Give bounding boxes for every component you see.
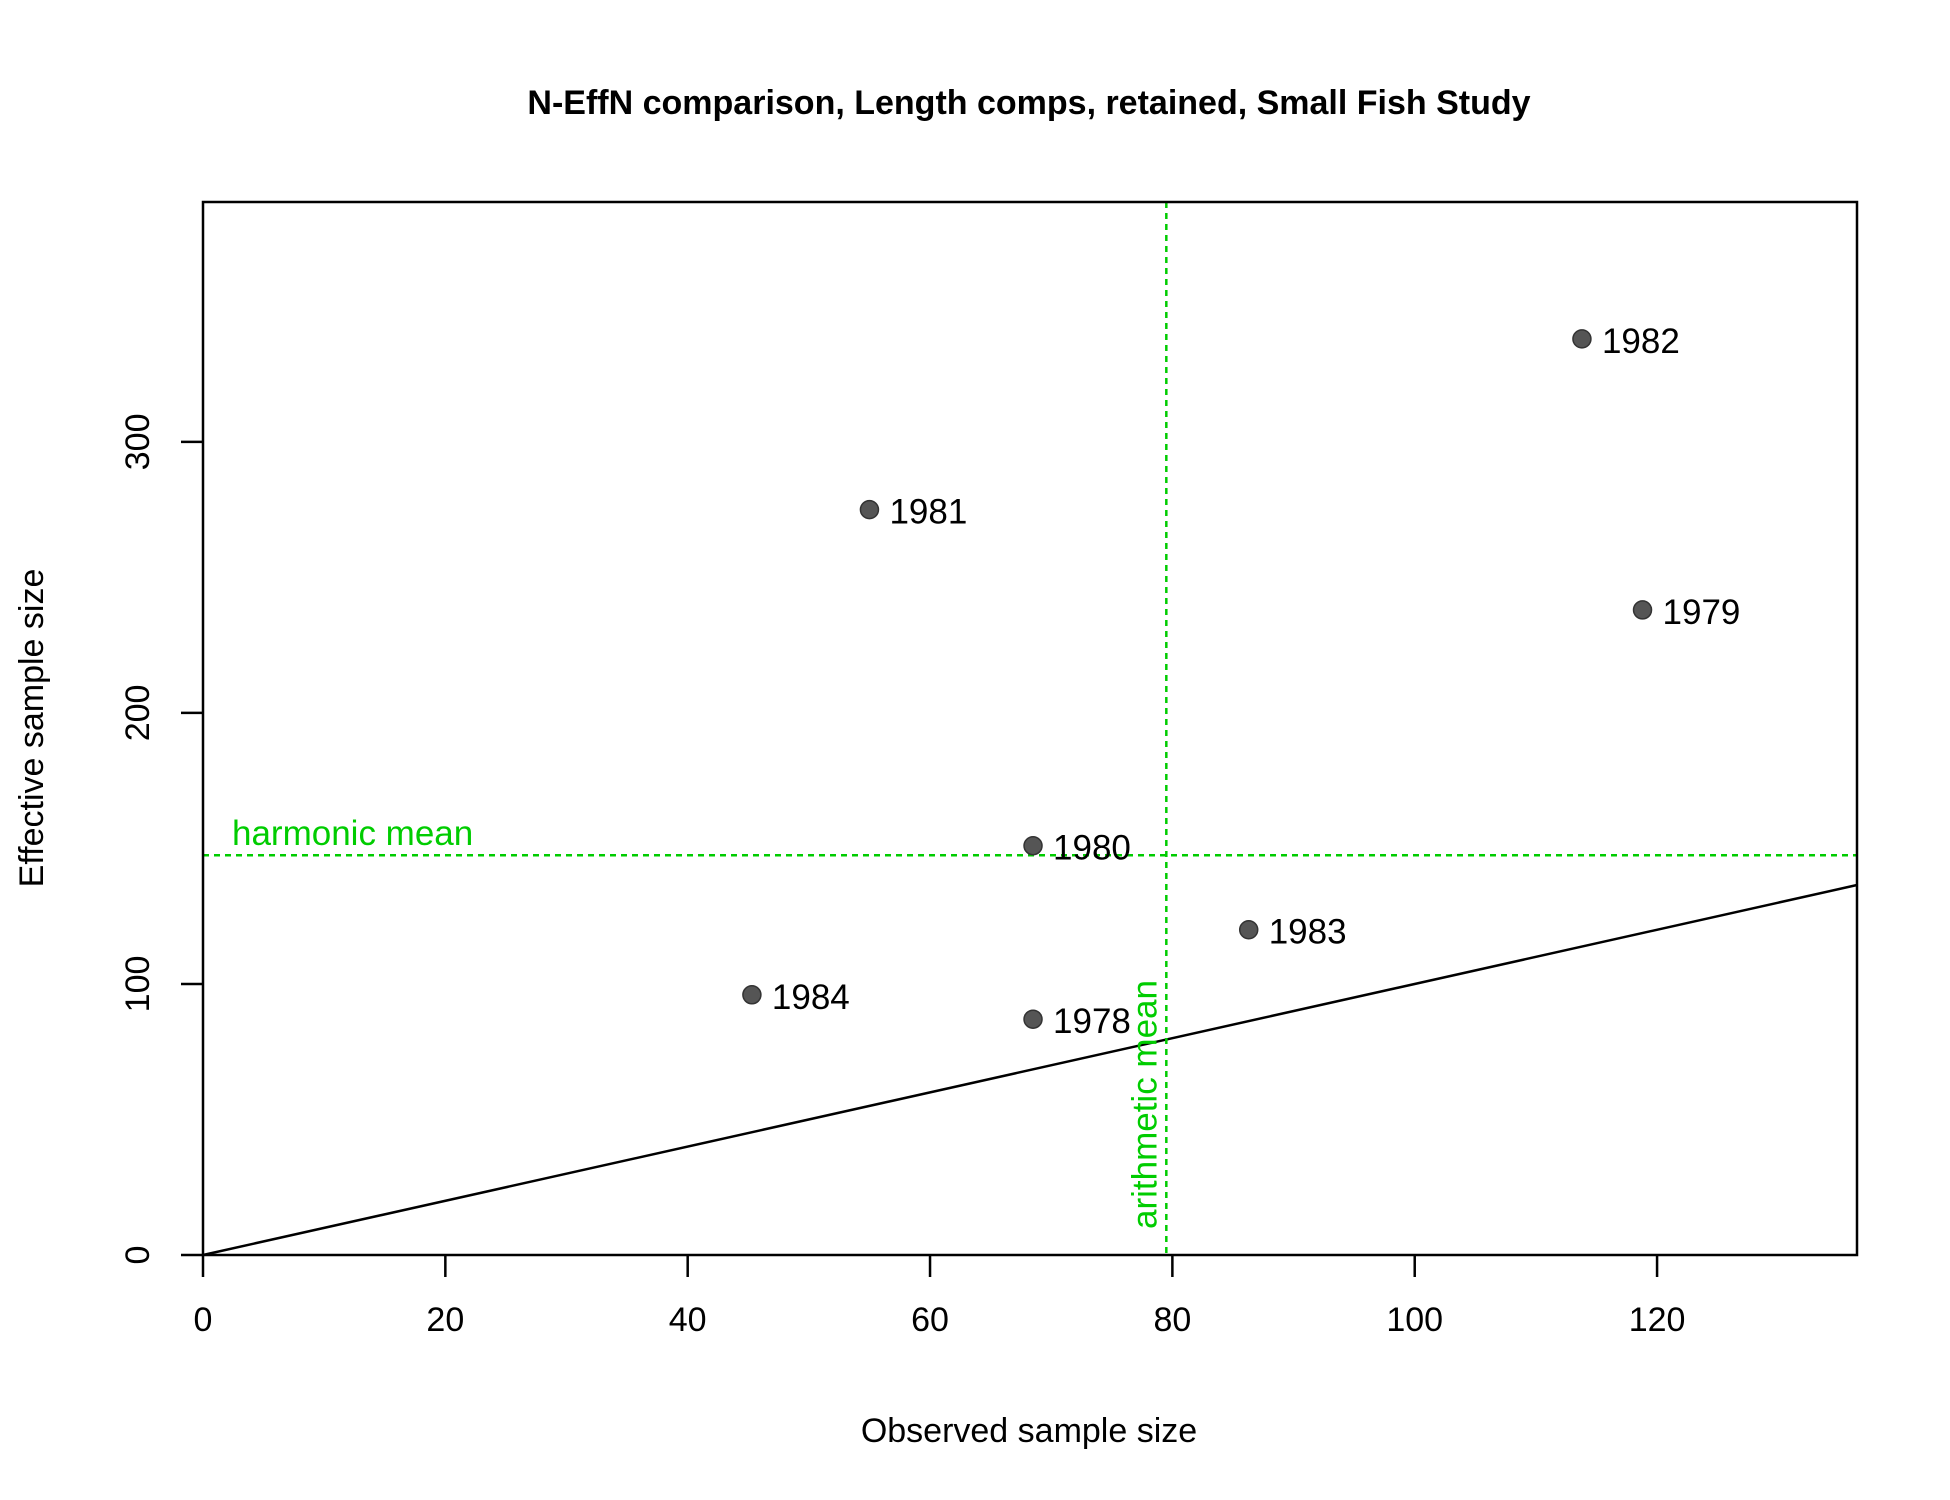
data-point <box>1023 835 1043 856</box>
y-tick-label: 100 <box>119 956 157 1013</box>
plot-frame <box>201 200 1859 1257</box>
y-tick-label: 300 <box>119 414 157 471</box>
data-point-label: 1983 <box>1269 913 1347 952</box>
arithmetic-mean-label: arithmetic mean <box>1125 980 1164 1229</box>
data-point-label: 1980 <box>1053 829 1131 868</box>
x-tick-label: 60 <box>911 1301 949 1339</box>
data-point <box>1023 1009 1043 1029</box>
x-tick-label: 120 <box>1629 1301 1686 1339</box>
x-tick-label: 20 <box>426 1301 464 1339</box>
x-tick-label: 80 <box>1153 1301 1191 1339</box>
data-point-label: 1982 <box>1602 322 1680 361</box>
y-tick-label: 200 <box>119 685 157 742</box>
data-point <box>1632 600 1653 620</box>
one-to-one-line <box>202 883 1858 1257</box>
harmonic-mean-label: harmonic mean <box>232 814 473 853</box>
chart-title: N-EffN comparison, Length comps, retaine… <box>527 84 1530 122</box>
x-tick-label: 0 <box>194 1301 213 1339</box>
data-point <box>742 985 762 1005</box>
x-axis-label: Observed sample size <box>861 1412 1197 1450</box>
y-tick-label: 0 <box>119 1246 157 1265</box>
data-point <box>859 499 880 520</box>
x-tick-label: 40 <box>669 1301 707 1339</box>
data-point-label: 1984 <box>772 978 850 1017</box>
data-point-label: 1978 <box>1053 1002 1131 1041</box>
x-tick-label: 100 <box>1386 1301 1443 1339</box>
data-point <box>1238 919 1259 940</box>
data-point-label: 1979 <box>1663 593 1741 632</box>
y-axis-label: Effective sample size <box>13 569 51 888</box>
data-point <box>1572 329 1592 349</box>
data-point-label: 1981 <box>889 493 967 532</box>
